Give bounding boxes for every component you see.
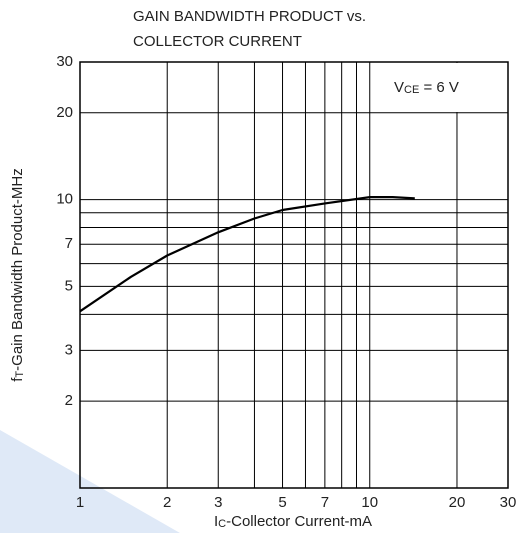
y-tick-label: 2 bbox=[65, 392, 73, 409]
y-tick-label: 10 bbox=[56, 191, 73, 208]
y-axis-label-part: -Gain Bandwidth Product-MHz bbox=[9, 168, 26, 371]
annotation-part: CE bbox=[404, 84, 419, 96]
x-tick-label: 20 bbox=[449, 494, 466, 511]
y-axis-label-part: T bbox=[14, 371, 26, 378]
y-axis-label-part: f bbox=[9, 377, 26, 382]
x-tick-label: 2 bbox=[163, 494, 171, 511]
x-tick-label: 3 bbox=[214, 494, 222, 511]
y-tick-label: 5 bbox=[65, 277, 73, 294]
x-tick-label: 30 bbox=[500, 494, 517, 511]
y-axis-label: fT-Gain Bandwidth Product-MHz bbox=[9, 168, 26, 382]
x-axis-label-part: I bbox=[214, 513, 218, 530]
x-axis-label-part: -Collector Current-mA bbox=[226, 513, 372, 530]
x-tick-label: 5 bbox=[278, 494, 286, 511]
chart-title: GAIN BANDWIDTH PRODUCT vs. bbox=[133, 8, 366, 25]
x-tick-label: 10 bbox=[361, 494, 378, 511]
watermark bbox=[0, 430, 180, 533]
annotation: VCE = 6 V bbox=[394, 79, 459, 96]
annotation-part: V bbox=[394, 79, 404, 96]
chart-title: COLLECTOR CURRENT bbox=[133, 33, 302, 50]
x-axis-label: IC-Collector Current-mA bbox=[214, 513, 372, 530]
curve bbox=[79, 196, 415, 313]
x-axis-label-part: C bbox=[218, 518, 226, 530]
annotation-box bbox=[374, 63, 507, 112]
y-tick-label: 30 bbox=[56, 53, 73, 70]
y-tick-label: 3 bbox=[65, 341, 73, 358]
annotation-part: = 6 V bbox=[419, 79, 459, 96]
x-tick-label: 7 bbox=[321, 494, 329, 511]
y-tick-label: 7 bbox=[65, 235, 73, 252]
y-tick-label: 20 bbox=[56, 104, 73, 121]
x-tick-label: 1 bbox=[76, 494, 84, 511]
plot-frame bbox=[79, 61, 509, 489]
